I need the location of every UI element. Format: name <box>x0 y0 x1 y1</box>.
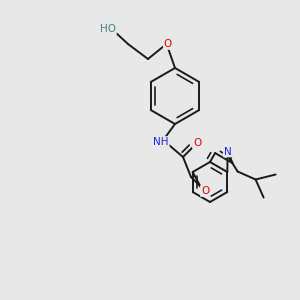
Text: O: O <box>201 186 209 196</box>
Text: NH: NH <box>153 137 169 147</box>
Text: HO: HO <box>100 24 116 34</box>
Text: O: O <box>193 138 201 148</box>
Text: N: N <box>224 146 232 157</box>
Text: O: O <box>164 39 172 49</box>
